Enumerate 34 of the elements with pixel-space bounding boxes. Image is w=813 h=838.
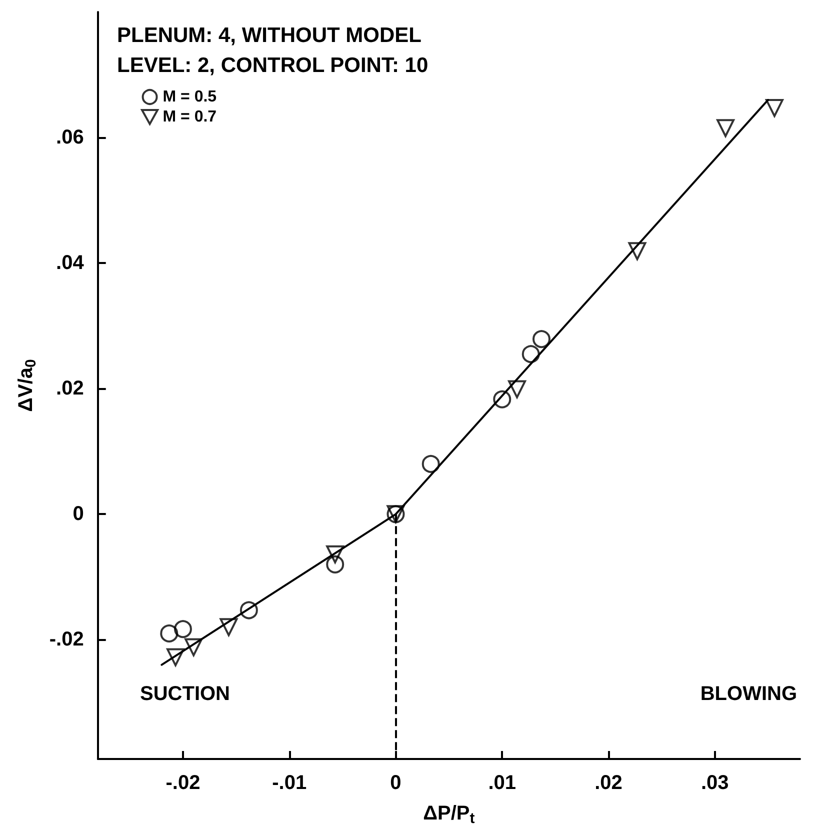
y-axis-title: ΔV/a0 (15, 359, 40, 412)
point (326, 545, 344, 564)
point (422, 454, 440, 473)
annotation: BLOWING (700, 683, 798, 705)
text: LEVEL: 2, CONTROL POINT: 10 (117, 54, 428, 77)
y-tick-label: .02 (56, 378, 84, 400)
point (220, 618, 238, 636)
y-tick-label: .06 (56, 126, 84, 149)
point (184, 638, 203, 656)
point (716, 119, 735, 138)
point (628, 242, 646, 260)
annotation: SUCTION (140, 683, 230, 705)
legend-label: M = 0.7 (162, 108, 217, 126)
x-tick-label: 0 (390, 772, 402, 794)
legend-label: M = 0.5 (162, 88, 217, 106)
point (508, 380, 526, 398)
x-tick-label: -.01 (272, 772, 307, 794)
point (532, 330, 550, 348)
x-tick-label: .02 (594, 772, 622, 794)
text: PLENUM: 4, WITHOUT MODEL (117, 24, 422, 47)
y-tick-label: -.02 (49, 628, 84, 651)
point (765, 99, 784, 118)
point (240, 601, 258, 620)
point (493, 390, 512, 408)
x-tick-label: .01 (488, 772, 516, 794)
x-tick-label: -.02 (166, 772, 200, 794)
point (160, 624, 178, 642)
y-tick-label: 0 (72, 503, 84, 526)
x-tick-label: .03 (700, 772, 729, 794)
point (166, 648, 185, 666)
point (326, 555, 344, 574)
point (522, 345, 540, 364)
y-tick-label: .04 (56, 252, 85, 274)
point (174, 620, 192, 638)
